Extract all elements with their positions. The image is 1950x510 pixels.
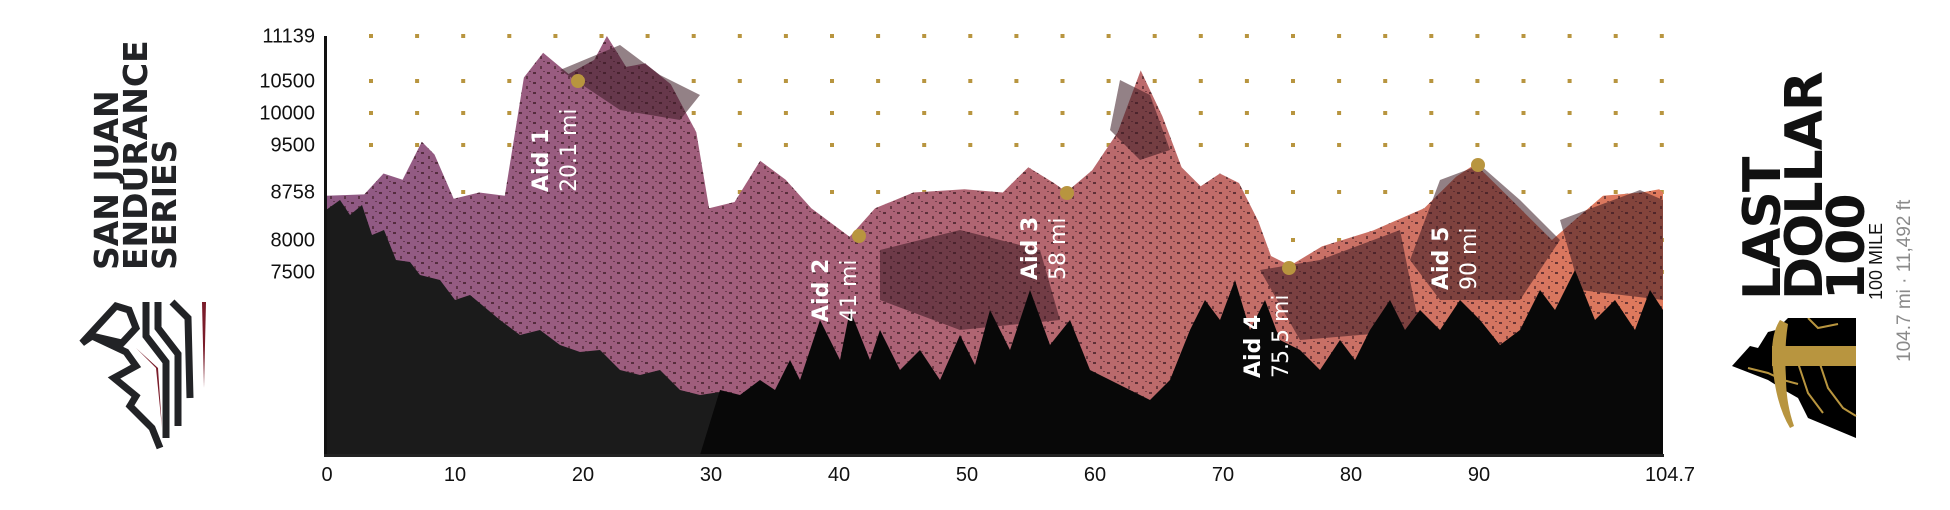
aid-name: Aid 1: [529, 128, 554, 192]
y-axis-line: [324, 36, 327, 457]
x-tick-label: 60: [1083, 464, 1107, 486]
aid-3-marker: [1060, 186, 1074, 200]
forest-floor: [326, 400, 760, 455]
y-tick-label: 11139: [262, 25, 315, 48]
x-tick-label: 70: [1211, 464, 1235, 486]
aid-3-label: Aid 3 58 mi: [1017, 217, 1073, 280]
race-logo-wordmark: LAST DOLLAR 100: [1733, 72, 1877, 300]
aid-mile: 90 mi: [1457, 227, 1482, 290]
mountain-claw-logo-icon: [79, 299, 206, 450]
x-tick-label: 104.7: [1644, 464, 1696, 486]
forest-left: [326, 200, 740, 455]
aid-mile: 58 mi: [1046, 217, 1071, 280]
aid-5-marker: [1471, 158, 1485, 172]
aid-name: Aid 5: [1429, 226, 1454, 290]
aid-2-label: Aid 2 41 mi: [808, 259, 864, 322]
y-tick-label: 10000: [259, 102, 315, 125]
aid-5-label: Aid 5 90 mi: [1428, 227, 1484, 290]
forest-right: [700, 270, 1663, 455]
aid-mile: 41 mi: [837, 259, 862, 322]
x-tick-label: 30: [699, 464, 723, 486]
mountain-pickaxe-logo-icon: [1732, 318, 1857, 438]
x-tick-label: 10: [443, 464, 467, 486]
x-tick-label: 0: [321, 464, 333, 486]
y-tick-label: 10500: [259, 70, 315, 93]
aid-4-marker: [1282, 261, 1296, 275]
x-axis-line: [324, 454, 1664, 457]
aid-mile: 75.5 mi: [1269, 294, 1294, 378]
aid-2-marker: [852, 229, 866, 243]
aid-name: Aid 4: [1241, 314, 1266, 378]
y-tick-label: 7500: [270, 261, 316, 284]
x-tick-label: 40: [827, 464, 851, 486]
aid-1-marker: [571, 74, 585, 88]
y-tick-label: 8758: [270, 181, 316, 204]
aid-name: Aid 2: [809, 258, 834, 322]
aid-mile: 20.1 mi: [557, 108, 582, 192]
y-tick-label: 9500: [270, 134, 316, 157]
aid-markers: [571, 74, 1485, 275]
y-tick-label: 8000: [270, 229, 316, 252]
aid-4-label: Aid 4 75.5 mi: [1240, 294, 1296, 378]
aid-name: Aid 3: [1018, 216, 1043, 280]
x-tick-label: 50: [955, 464, 979, 486]
aid-1-label: Aid 1 20.1 mi: [528, 108, 584, 192]
x-tick-label: 90: [1467, 464, 1491, 486]
x-tick-label: 20: [571, 464, 595, 486]
rock-shading: [560, 45, 1663, 340]
race-distance-label: 100 MILE: [1866, 222, 1886, 300]
x-tick-label: 80: [1339, 464, 1363, 486]
race-stats-label: 104.7 mi · 11,492 ft: [1894, 199, 1915, 362]
